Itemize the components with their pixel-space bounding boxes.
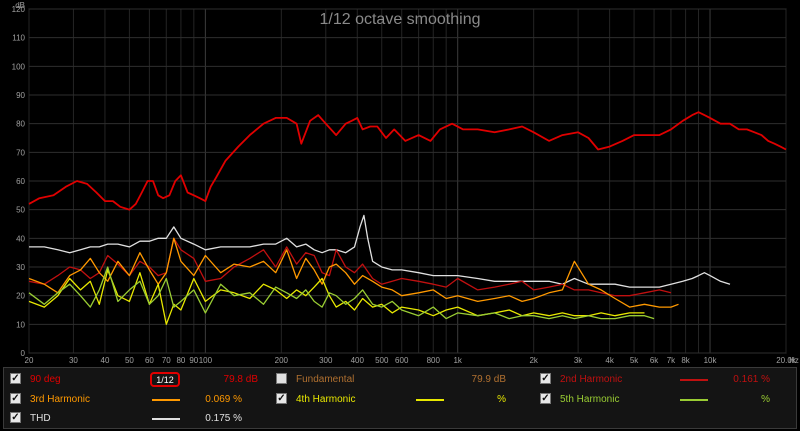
x-tick-label: 6k xyxy=(650,356,659,365)
y-tick-label: 100 xyxy=(12,62,26,71)
x-tick-label: 5k xyxy=(630,356,639,365)
legend-value-3rd-harmonic: 0.069 % xyxy=(205,394,242,405)
legend-item-thd[interactable]: ✓ THD 0.175 % xyxy=(10,409,260,429)
x-tick-label: 70 xyxy=(162,356,171,365)
y-tick-label: 90 xyxy=(16,91,25,100)
series-line-5th-harmonic xyxy=(28,266,655,320)
legend-item-fundamental[interactable]: Fundamental 79.9 dB xyxy=(276,370,526,390)
legend-item-5th-harmonic[interactable]: ✓ 5th Harmonic % xyxy=(540,390,790,410)
legend-value-thd: 0.175 % xyxy=(205,413,242,424)
legend-item-90deg[interactable]: ✓ 90 deg 1/12 79.8 dB xyxy=(10,370,260,390)
checkbox-3rd-harmonic[interactable]: ✓ xyxy=(10,393,21,404)
smoothing-button[interactable]: 1/12 xyxy=(150,372,180,387)
legend-row-1: ✓ 90 deg 1/12 79.8 dB Fundamental 79.9 d… xyxy=(4,370,796,390)
x-tick-label: 20 xyxy=(25,356,34,365)
x-tick-label: 800 xyxy=(427,356,441,365)
legend-label-4th-harmonic: 4th Harmonic xyxy=(296,394,356,405)
checkbox-2nd-harmonic[interactable]: ✓ xyxy=(540,373,551,384)
y-tick-label: 30 xyxy=(16,263,25,272)
y-tick-label: 110 xyxy=(12,34,25,43)
legend-swatch-5th-harmonic xyxy=(680,399,708,401)
chart-title: 1/12 octave smoothing xyxy=(320,11,481,28)
legend-label-5th-harmonic: 5th Harmonic xyxy=(560,394,620,405)
series-line-3rd-harmonic xyxy=(28,237,679,308)
y-tick-label: 0 xyxy=(21,349,26,358)
legend-label-fundamental: Fundamental xyxy=(296,374,355,385)
y-tick-label: 80 xyxy=(16,120,25,129)
checkbox-fundamental[interactable] xyxy=(276,373,287,384)
x-tick-label: 500 xyxy=(375,356,389,365)
legend-panel: ✓ 90 deg 1/12 79.8 dB Fundamental 79.9 d… xyxy=(3,367,797,429)
legend-row-3: ✓ THD 0.175 % xyxy=(4,409,796,429)
legend-row-2: ✓ 3rd Harmonic 0.069 % ✓ 4th Harmonic % … xyxy=(4,390,796,410)
legend-swatch-thd xyxy=(152,418,180,420)
legend-value-4th-harmonic: % xyxy=(497,394,506,405)
y-tick-label: 60 xyxy=(16,177,25,186)
x-tick-label: 50 xyxy=(125,356,134,365)
legend-value-90deg: 79.8 dB xyxy=(223,374,258,385)
x-tick-label: 3k xyxy=(574,356,583,365)
legend-swatch-2nd-harmonic xyxy=(680,379,708,381)
x-tick-label: 8k xyxy=(681,356,690,365)
x-axis-label: Hz xyxy=(789,356,799,365)
x-tick-label: 30 xyxy=(69,356,78,365)
legend-label-3rd-harmonic: 3rd Harmonic xyxy=(30,394,91,405)
x-tick-label: 300 xyxy=(319,356,333,365)
legend-label-90deg: 90 deg xyxy=(30,374,61,385)
x-tick-label: 40 xyxy=(101,356,110,365)
legend-item-3rd-harmonic[interactable]: ✓ 3rd Harmonic 0.069 % xyxy=(10,390,260,410)
legend-value-fundamental: 79.9 dB xyxy=(471,374,506,385)
y-tick-label: 70 xyxy=(16,148,25,157)
x-tick-label: 400 xyxy=(351,356,365,365)
x-tick-label: 100 xyxy=(199,356,213,365)
series-line-thd xyxy=(29,214,731,288)
checkbox-90deg[interactable]: ✓ xyxy=(10,373,21,384)
x-tick-label: 90 xyxy=(189,356,198,365)
y-tick-label: 40 xyxy=(16,234,25,243)
x-tick-label: 10k xyxy=(704,356,718,365)
checkbox-5th-harmonic[interactable]: ✓ xyxy=(540,393,551,404)
x-tick-label: 20.0k xyxy=(776,356,797,365)
legend-value-5th-harmonic: % xyxy=(761,394,770,405)
checkbox-thd[interactable]: ✓ xyxy=(10,412,21,423)
legend-value-2nd-harmonic: 0.161 % xyxy=(733,374,770,385)
x-tick-label: 200 xyxy=(275,356,289,365)
legend-item-4th-harmonic[interactable]: ✓ 4th Harmonic % xyxy=(276,390,526,410)
series-line-90-deg xyxy=(28,111,787,211)
x-tick-label: 1k xyxy=(453,356,462,365)
x-tick-label: 7k xyxy=(667,356,676,365)
legend-swatch-3rd-harmonic xyxy=(152,399,180,401)
checkbox-4th-harmonic[interactable]: ✓ xyxy=(276,393,287,404)
x-tick-label: 2k xyxy=(529,356,538,365)
y-axis-label: dB xyxy=(15,1,25,10)
y-tick-label: 120 xyxy=(12,5,26,14)
x-tick-label: 600 xyxy=(395,356,409,365)
legend-label-2nd-harmonic: 2nd Harmonic xyxy=(560,374,623,385)
x-tick-label: 80 xyxy=(176,356,185,365)
legend-label-thd: THD xyxy=(30,413,51,424)
y-tick-label: 10 xyxy=(16,320,25,329)
x-tick-label: 60 xyxy=(145,356,154,365)
legend-swatch-4th-harmonic xyxy=(416,399,444,401)
x-tick-label: 4k xyxy=(605,356,614,365)
y-tick-label: 20 xyxy=(16,292,25,301)
legend-item-2nd-harmonic[interactable]: ✓ 2nd Harmonic 0.161 % xyxy=(540,370,790,390)
y-tick-label: 50 xyxy=(16,206,25,215)
